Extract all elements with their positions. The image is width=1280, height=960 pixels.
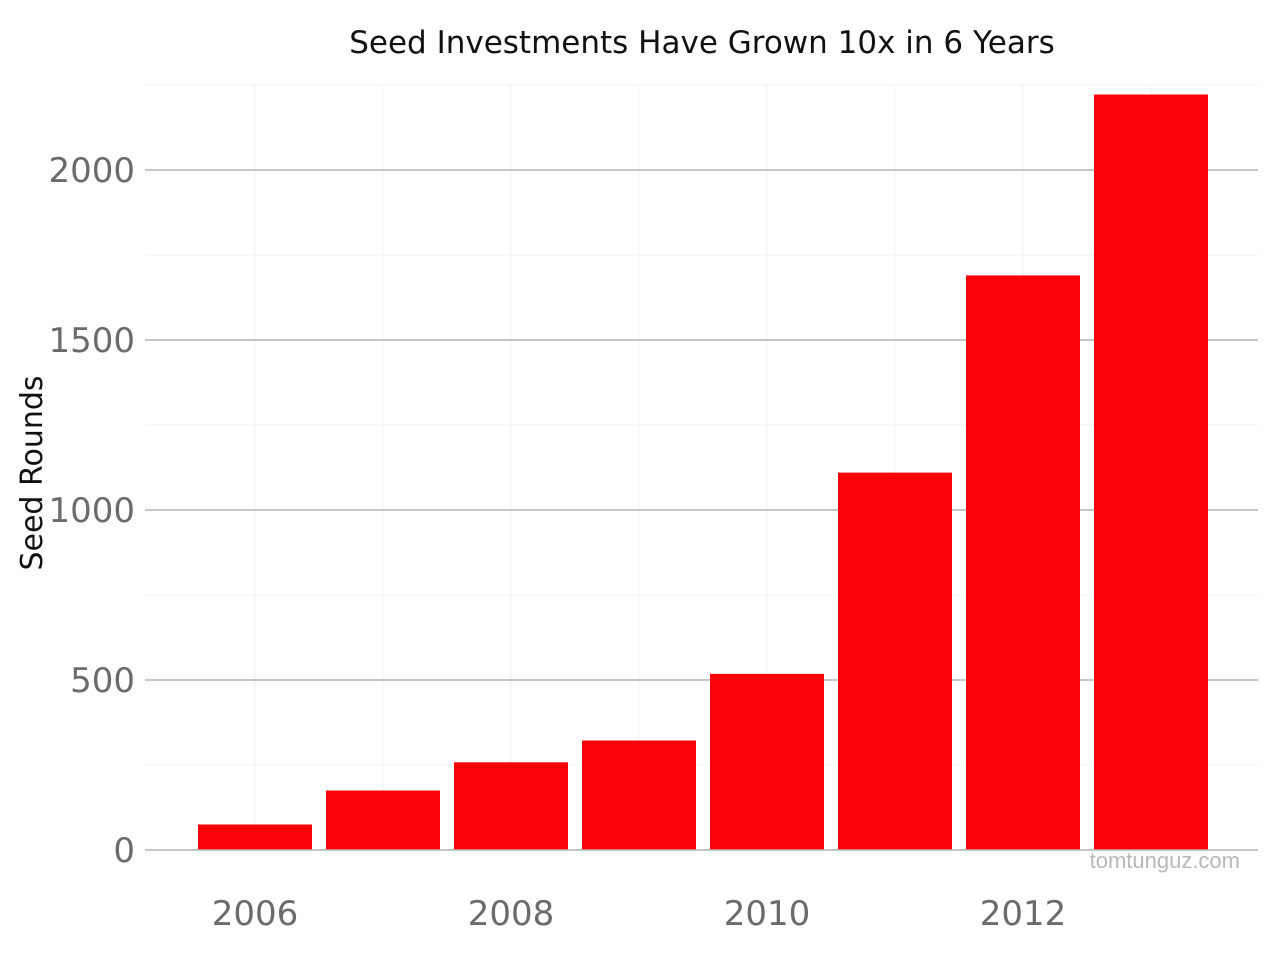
bar <box>1094 94 1208 850</box>
bar <box>326 790 440 850</box>
y-tick-label: 2000 <box>48 151 135 191</box>
x-tick-label: 2006 <box>212 894 299 934</box>
y-tick-labels: 0 500 1000 1500 2000 <box>48 151 135 871</box>
bar <box>710 673 824 850</box>
watermark-text: tomtunguz.com <box>1090 848 1240 873</box>
chart-title: Seed Investments Have Grown 10x in 6 Yea… <box>349 25 1055 61</box>
x-tick-label: 2010 <box>724 894 811 934</box>
x-tick-labels: 2006 2008 2010 2012 <box>212 894 1067 934</box>
bar <box>966 275 1080 850</box>
bar <box>838 472 952 850</box>
y-tick-label: 1500 <box>48 321 135 361</box>
bar-layer <box>198 94 1208 850</box>
y-tick-label: 500 <box>70 661 135 701</box>
y-tick-label: 1000 <box>48 491 135 531</box>
y-tick-label: 0 <box>113 831 135 871</box>
y-axis-label: Seed Rounds <box>15 375 50 570</box>
x-tick-label: 2008 <box>468 894 555 934</box>
x-tick-label: 2012 <box>980 894 1067 934</box>
bar <box>454 762 568 850</box>
bar <box>198 824 312 850</box>
bar <box>582 740 696 850</box>
grid-layer <box>145 84 1258 850</box>
